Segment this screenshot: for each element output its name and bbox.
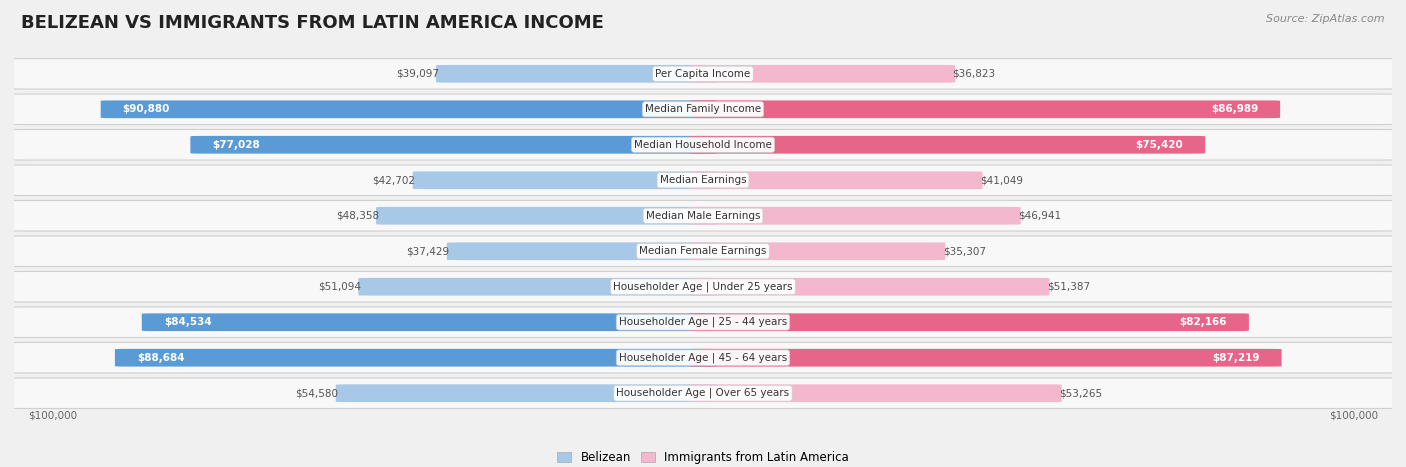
Text: $53,265: $53,265 xyxy=(1059,388,1102,398)
FancyBboxPatch shape xyxy=(447,242,717,260)
Text: Median Household Income: Median Household Income xyxy=(634,140,772,150)
FancyBboxPatch shape xyxy=(0,342,1406,373)
FancyBboxPatch shape xyxy=(375,207,717,225)
FancyBboxPatch shape xyxy=(689,384,1062,402)
Text: $86,989: $86,989 xyxy=(1211,104,1258,114)
Text: $88,684: $88,684 xyxy=(136,353,184,363)
FancyBboxPatch shape xyxy=(0,200,1406,231)
FancyBboxPatch shape xyxy=(142,313,717,331)
Text: $36,823: $36,823 xyxy=(952,69,995,79)
Text: Median Earnings: Median Earnings xyxy=(659,175,747,185)
Text: $54,580: $54,580 xyxy=(295,388,339,398)
FancyBboxPatch shape xyxy=(436,65,717,83)
FancyBboxPatch shape xyxy=(190,136,717,154)
Text: Householder Age | 45 - 64 years: Householder Age | 45 - 64 years xyxy=(619,353,787,363)
Text: Median Male Earnings: Median Male Earnings xyxy=(645,211,761,221)
FancyBboxPatch shape xyxy=(101,100,717,118)
FancyBboxPatch shape xyxy=(0,165,1406,196)
Text: Householder Age | Under 25 years: Householder Age | Under 25 years xyxy=(613,282,793,292)
FancyBboxPatch shape xyxy=(689,65,955,83)
Text: $39,097: $39,097 xyxy=(395,69,439,79)
Text: Source: ZipAtlas.com: Source: ZipAtlas.com xyxy=(1267,14,1385,24)
Text: $100,000: $100,000 xyxy=(1329,411,1378,421)
FancyBboxPatch shape xyxy=(115,349,717,367)
FancyBboxPatch shape xyxy=(689,349,1282,367)
Text: $37,429: $37,429 xyxy=(406,246,450,256)
Text: $48,358: $48,358 xyxy=(336,211,378,221)
Text: $84,534: $84,534 xyxy=(165,317,211,327)
FancyBboxPatch shape xyxy=(0,58,1406,89)
FancyBboxPatch shape xyxy=(689,100,1279,118)
FancyBboxPatch shape xyxy=(689,313,1249,331)
Text: $75,420: $75,420 xyxy=(1136,140,1184,150)
FancyBboxPatch shape xyxy=(689,242,945,260)
FancyBboxPatch shape xyxy=(0,271,1406,302)
FancyBboxPatch shape xyxy=(0,307,1406,338)
FancyBboxPatch shape xyxy=(689,136,1205,154)
Text: $90,880: $90,880 xyxy=(122,104,170,114)
FancyBboxPatch shape xyxy=(689,278,1049,296)
Text: $46,941: $46,941 xyxy=(1018,211,1062,221)
Text: Median Family Income: Median Family Income xyxy=(645,104,761,114)
FancyBboxPatch shape xyxy=(0,94,1406,125)
FancyBboxPatch shape xyxy=(0,236,1406,267)
FancyBboxPatch shape xyxy=(359,278,717,296)
FancyBboxPatch shape xyxy=(0,378,1406,409)
Text: $77,028: $77,028 xyxy=(212,140,260,150)
Text: $41,049: $41,049 xyxy=(980,175,1022,185)
FancyBboxPatch shape xyxy=(689,207,1021,225)
Text: BELIZEAN VS IMMIGRANTS FROM LATIN AMERICA INCOME: BELIZEAN VS IMMIGRANTS FROM LATIN AMERIC… xyxy=(21,14,605,32)
FancyBboxPatch shape xyxy=(0,129,1406,160)
Text: Householder Age | Over 65 years: Householder Age | Over 65 years xyxy=(616,388,790,398)
Text: $51,094: $51,094 xyxy=(318,282,361,292)
Text: $100,000: $100,000 xyxy=(28,411,77,421)
Text: $51,387: $51,387 xyxy=(1047,282,1090,292)
Text: Householder Age | 25 - 44 years: Householder Age | 25 - 44 years xyxy=(619,317,787,327)
Text: $42,702: $42,702 xyxy=(373,175,415,185)
Legend: Belizean, Immigrants from Latin America: Belizean, Immigrants from Latin America xyxy=(553,446,853,467)
FancyBboxPatch shape xyxy=(413,171,717,189)
FancyBboxPatch shape xyxy=(336,384,717,402)
Text: Per Capita Income: Per Capita Income xyxy=(655,69,751,79)
Text: $35,307: $35,307 xyxy=(942,246,986,256)
Text: Median Female Earnings: Median Female Earnings xyxy=(640,246,766,256)
Text: $82,166: $82,166 xyxy=(1180,317,1227,327)
FancyBboxPatch shape xyxy=(689,171,983,189)
Text: $87,219: $87,219 xyxy=(1212,353,1260,363)
